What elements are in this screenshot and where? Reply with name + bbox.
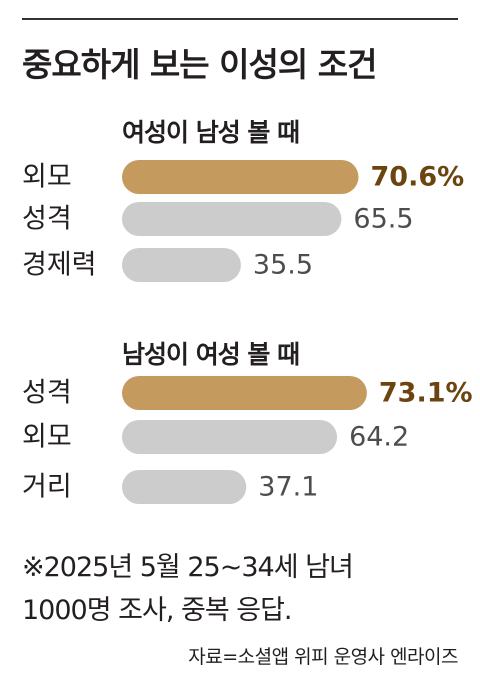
value-label: 70.6% — [371, 162, 465, 193]
value-label: 73.1% — [379, 378, 473, 409]
value-label: 64.2 — [349, 422, 409, 453]
section-title-men-view: 남성이 여성 볼 때 — [122, 340, 300, 369]
bar — [122, 376, 367, 410]
value-label: 37.1 — [258, 472, 318, 503]
bar — [122, 160, 359, 194]
top-rule — [22, 18, 458, 20]
category-label: 성격 — [22, 204, 72, 235]
bar — [122, 202, 342, 236]
category-label: 거리 — [22, 472, 72, 503]
source-credit: 자료=소셜앱 위피 운영사 엔라이즈 — [188, 646, 458, 668]
category-label: 성격 — [22, 378, 72, 409]
chart-title: 중요하게 보는 이성의 조건 — [22, 45, 377, 84]
category-label: 외모 — [22, 422, 72, 453]
note-line-2: 1000명 조사, 중복 응답. — [22, 595, 293, 626]
bar — [122, 248, 241, 282]
category-label: 경제력 — [22, 250, 97, 281]
value-label: 65.5 — [353, 204, 413, 235]
value-label: 35.5 — [253, 250, 313, 281]
note-line-1: ※2025년 5월 25~34세 남녀 — [22, 552, 354, 583]
section-title-women-view: 여성이 남성 볼 때 — [122, 118, 300, 147]
bar — [122, 470, 247, 504]
category-label: 외모 — [22, 162, 72, 193]
bar — [122, 420, 338, 454]
